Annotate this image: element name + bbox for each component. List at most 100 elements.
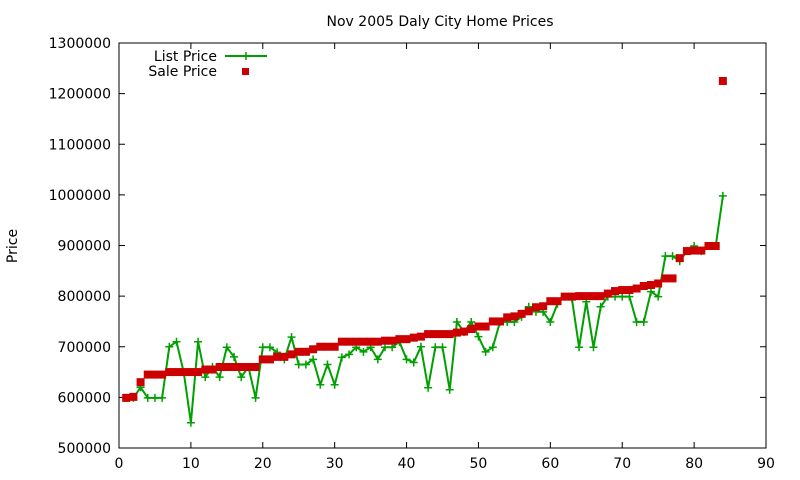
sale-price-point	[539, 302, 548, 311]
list-price-point	[589, 343, 598, 352]
list-price-point	[172, 337, 181, 346]
sale-price-point	[531, 303, 540, 312]
list-price-point	[654, 292, 663, 301]
series-sale-price	[122, 76, 727, 402]
sale-price-point	[496, 317, 505, 326]
sale-price-point	[143, 370, 152, 379]
sale-price-point	[330, 342, 339, 351]
sale-price-point	[654, 279, 663, 288]
x-tick: 50	[470, 43, 487, 472]
sale-price-point	[409, 333, 418, 342]
sale-price-point	[467, 325, 476, 334]
sale-price-point	[431, 330, 440, 339]
x-tick-label: 40	[398, 456, 416, 472]
y-axis-label: Price	[5, 229, 21, 263]
list-price-point	[575, 343, 584, 352]
y-tick-label: 600000	[58, 390, 111, 406]
sale-price-point	[575, 292, 584, 301]
sale-price-point	[237, 363, 246, 371]
sale-price-point	[711, 242, 720, 251]
sale-price-point	[309, 345, 318, 354]
data-series	[122, 76, 727, 427]
sale-price-point	[611, 287, 620, 296]
sale-price-point	[265, 355, 274, 364]
x-tick: 30	[326, 43, 344, 472]
sale-price-point	[582, 292, 591, 301]
list-price-point	[359, 347, 368, 356]
list-price-point	[143, 393, 152, 402]
sale-price-point	[273, 352, 282, 361]
x-tick-label: 70	[613, 456, 631, 472]
x-tick: 60	[541, 43, 559, 472]
x-tick-label: 0	[115, 456, 124, 472]
list-price-point	[452, 317, 461, 326]
list-price-point	[230, 352, 239, 361]
y-tick: 1200000	[49, 87, 766, 103]
sale-price-point	[474, 322, 483, 331]
list-price-point	[165, 342, 174, 351]
sale-price-point	[158, 370, 167, 379]
sale-price-point	[323, 342, 332, 351]
y-tick: 1000000	[49, 188, 766, 204]
y-tick-label: 1200000	[49, 87, 111, 103]
y-tick-label: 1000000	[49, 188, 111, 204]
sale-price-point	[481, 322, 490, 331]
sale-price-point	[560, 292, 569, 301]
sale-price-point	[668, 274, 677, 283]
list-price-point	[481, 347, 490, 356]
sale-price-point	[380, 336, 389, 345]
legend-marker-list-price	[242, 52, 250, 60]
list-price-point	[215, 373, 224, 382]
sale-price-point	[596, 292, 605, 301]
sale-price-point	[682, 247, 691, 256]
sale-price-point	[301, 347, 310, 356]
x-tick: 10	[182, 43, 200, 472]
list-price-point	[345, 350, 354, 359]
sale-price-point	[316, 342, 325, 351]
list-price-point	[251, 393, 260, 402]
list-price-point	[337, 353, 346, 362]
sale-price-point	[258, 355, 267, 364]
sale-price-point	[553, 297, 562, 306]
y-tick: 900000	[58, 239, 766, 255]
sale-price-point	[452, 328, 461, 337]
sale-price-point	[352, 337, 361, 346]
list-price-point	[661, 252, 670, 261]
y-tick-label: 700000	[58, 340, 111, 356]
sale-price-point	[345, 337, 354, 346]
legend-label-sale-price: Sale Price	[148, 64, 217, 80]
sale-price-point	[244, 363, 253, 371]
list-price-point	[201, 373, 210, 382]
sale-price-point	[251, 363, 260, 371]
sale-price-point	[524, 307, 533, 316]
list-price-point	[402, 355, 411, 364]
list-price-point	[474, 332, 483, 341]
list-price-point	[330, 380, 339, 389]
list-price-point	[596, 302, 605, 311]
list-price-point	[467, 317, 476, 326]
list-price-point	[546, 317, 555, 326]
sale-price-point	[373, 337, 382, 346]
list-price-point	[718, 191, 727, 200]
list-price-point	[287, 333, 296, 342]
sale-price-point	[618, 286, 627, 295]
list-price-point	[373, 355, 382, 364]
sale-price-point	[186, 368, 195, 377]
x-tick-label: 20	[254, 456, 272, 472]
sale-price-point	[438, 330, 447, 339]
list-price-point	[431, 343, 440, 352]
sale-price-point	[208, 365, 217, 374]
sale-price-point	[201, 365, 210, 374]
sale-price-point	[589, 292, 598, 301]
sale-price-point	[632, 284, 641, 293]
sale-price-point	[424, 330, 433, 339]
sale-price-point	[567, 292, 576, 301]
list-price-point	[222, 343, 231, 352]
x-tick-label: 60	[541, 456, 559, 472]
x-tick: 20	[254, 43, 272, 472]
sale-price-point	[366, 337, 375, 346]
x-tick-label: 10	[182, 456, 200, 472]
list-price-point	[409, 358, 418, 367]
y-tick: 1300000	[49, 36, 766, 52]
